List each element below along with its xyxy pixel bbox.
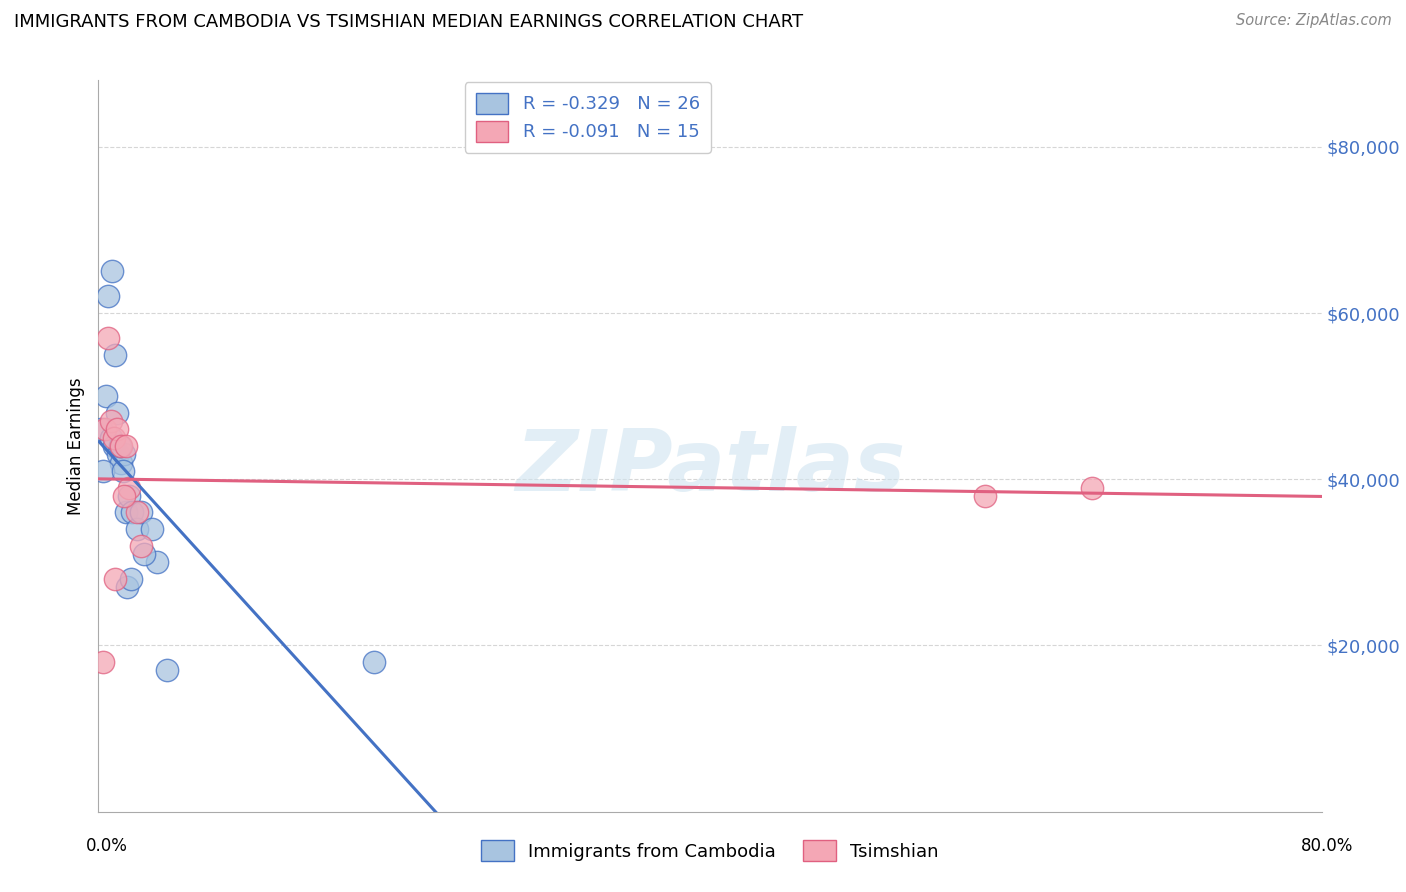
Point bbox=[94, 389, 117, 403]
Point bbox=[974, 489, 997, 503]
Text: 80.0%: 80.0% bbox=[1301, 837, 1354, 855]
Point bbox=[363, 655, 385, 669]
Point bbox=[110, 439, 132, 453]
Point bbox=[1081, 481, 1104, 495]
Text: 0.0%: 0.0% bbox=[86, 837, 128, 855]
Point bbox=[100, 414, 122, 428]
Point bbox=[97, 331, 120, 345]
Point bbox=[112, 447, 135, 461]
Point bbox=[90, 422, 112, 436]
Point bbox=[115, 506, 138, 520]
Legend: Immigrants from Cambodia, Tsimshian: Immigrants from Cambodia, Tsimshian bbox=[471, 830, 949, 872]
Point bbox=[108, 439, 131, 453]
Point bbox=[121, 506, 143, 520]
Point bbox=[105, 422, 128, 436]
Point bbox=[118, 489, 141, 503]
Point bbox=[91, 655, 114, 669]
Y-axis label: Median Earnings: Median Earnings bbox=[67, 377, 86, 515]
Point bbox=[112, 489, 135, 503]
Point bbox=[115, 439, 138, 453]
Point bbox=[125, 506, 148, 520]
Point bbox=[120, 572, 142, 586]
Point bbox=[134, 547, 156, 561]
Point bbox=[156, 664, 179, 678]
Point bbox=[91, 464, 114, 478]
Point bbox=[117, 580, 139, 594]
Point bbox=[107, 447, 129, 461]
Text: IMMIGRANTS FROM CAMBODIA VS TSIMSHIAN MEDIAN EARNINGS CORRELATION CHART: IMMIGRANTS FROM CAMBODIA VS TSIMSHIAN ME… bbox=[14, 13, 803, 31]
Point bbox=[118, 481, 141, 495]
Point bbox=[103, 439, 125, 453]
Point bbox=[97, 289, 120, 303]
Point bbox=[93, 422, 115, 436]
Point bbox=[104, 348, 127, 362]
Point bbox=[129, 539, 152, 553]
Point bbox=[111, 464, 134, 478]
Point bbox=[141, 522, 163, 536]
Text: Source: ZipAtlas.com: Source: ZipAtlas.com bbox=[1236, 13, 1392, 29]
Point bbox=[104, 572, 127, 586]
Point bbox=[101, 264, 124, 278]
Point bbox=[105, 406, 128, 420]
Point bbox=[100, 431, 122, 445]
Point bbox=[129, 506, 152, 520]
Point bbox=[125, 522, 148, 536]
Text: ZIPatlas: ZIPatlas bbox=[515, 426, 905, 509]
Point bbox=[145, 555, 167, 569]
Point bbox=[110, 456, 132, 470]
Point bbox=[103, 431, 125, 445]
